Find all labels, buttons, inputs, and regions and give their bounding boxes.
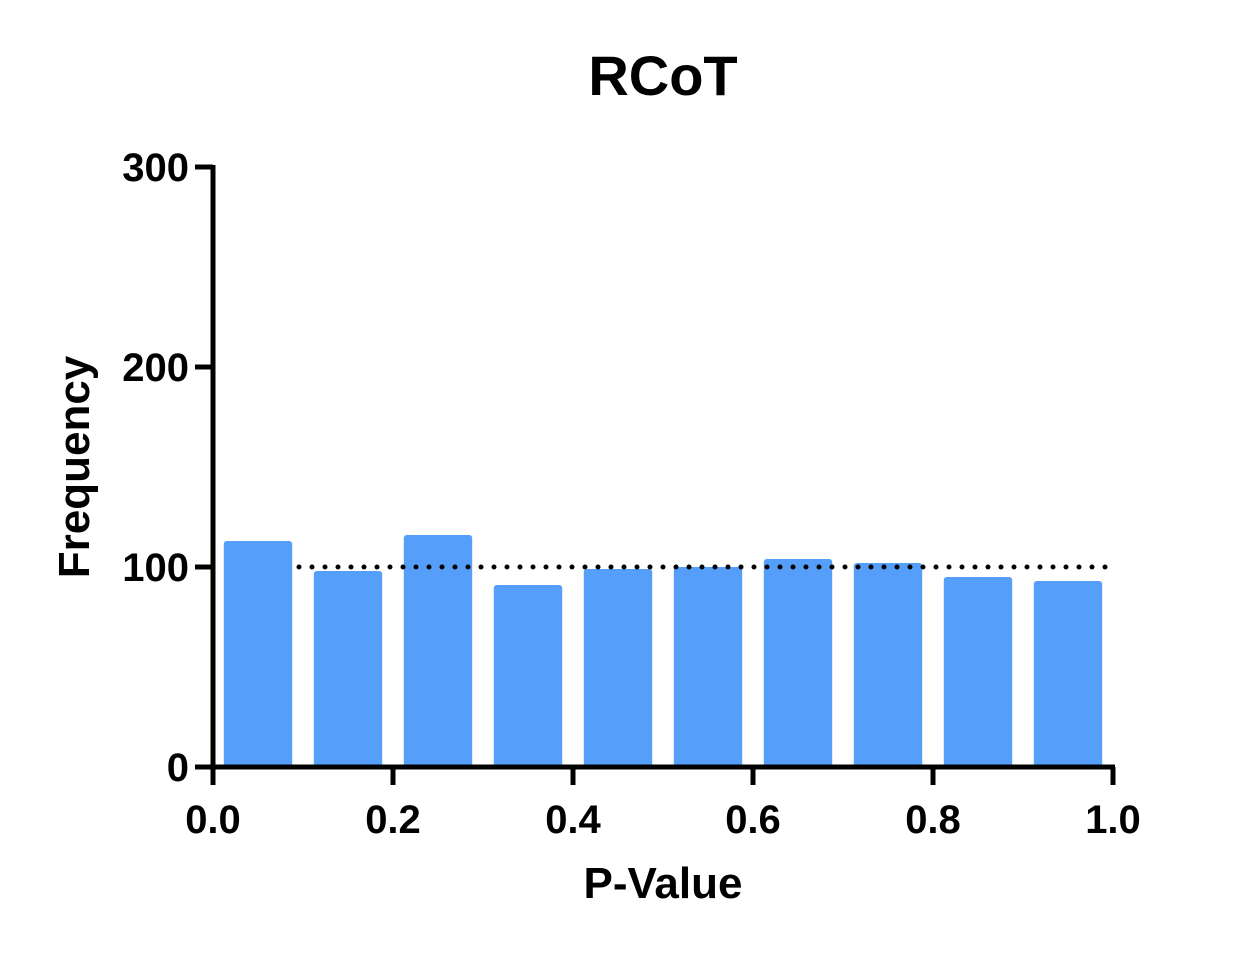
ticks-group: 0 100 200 300 0.0 0.2 0.4 0.6 0.8 1.0 [122, 146, 1141, 842]
bar-0.2-0.3 [403, 535, 473, 767]
bar-0.3-0.4 [493, 585, 563, 767]
bar-0.8-0.9 [943, 577, 1013, 767]
chart-title: RCoT [588, 44, 737, 107]
x-tick-label: 0.2 [365, 798, 421, 842]
bar-0.7-0.8 [853, 563, 923, 767]
y-axis-label: Frequency [50, 355, 99, 578]
x-tick-label: 0.4 [545, 798, 601, 842]
bar-0.6-0.7 [763, 559, 833, 767]
x-tick-label: 1.0 [1085, 798, 1141, 842]
y-tick-label: 200 [122, 346, 189, 390]
x-tick-label: 0.6 [725, 798, 781, 842]
bar-0.5-0.6 [673, 567, 743, 767]
bar-0.0-0.1 [223, 541, 293, 767]
y-tick-label: 100 [122, 546, 189, 590]
y-tick-label: 300 [122, 146, 189, 190]
x-tick-label: 0.0 [185, 798, 241, 842]
axes-group [210, 165, 1115, 770]
x-axis-label: P-Value [584, 859, 743, 908]
bar-0.9-1.0 [1033, 581, 1103, 767]
y-tick-label: 0 [167, 746, 189, 790]
x-tick-label: 0.8 [905, 798, 961, 842]
bar-0.4-0.5 [583, 569, 653, 767]
bar-0.1-0.2 [313, 571, 383, 767]
bars-group [223, 535, 1103, 767]
